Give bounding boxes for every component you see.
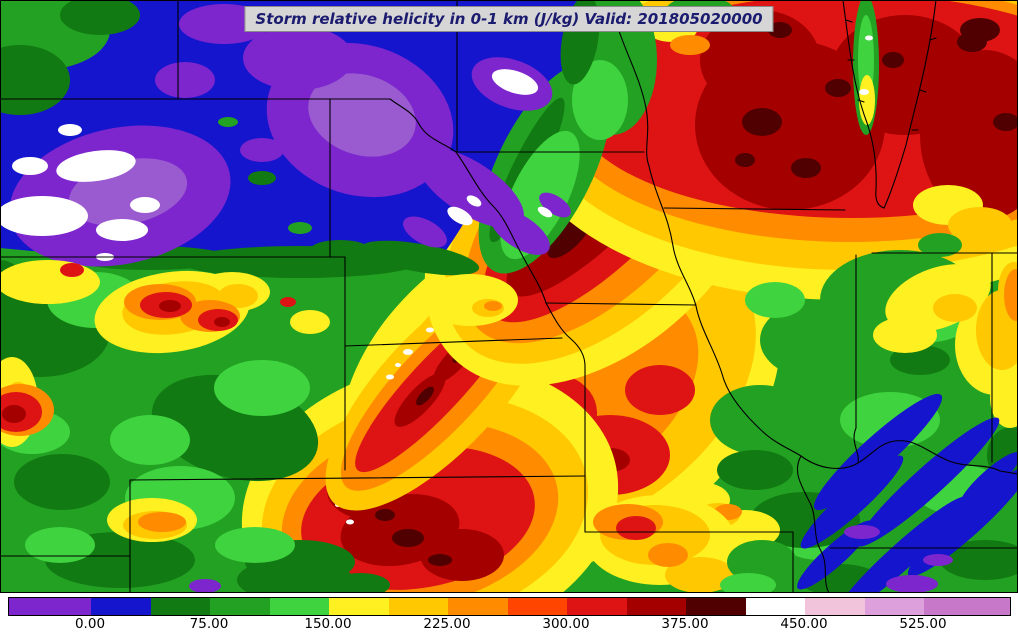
- colorbar-tick-label: 450.00: [780, 616, 828, 632]
- colorbar-segment: [924, 598, 1010, 615]
- colorbar-labels: 0.00 75.00 150.00 225.00 300.00 375.00 450.00 5…: [0, 616, 1018, 633]
- colorbar-segment: [91, 598, 151, 615]
- colorbar-track: [8, 597, 1011, 616]
- colorbar-segment: [686, 598, 746, 615]
- colorbar-segment: [388, 598, 448, 615]
- colorbar-segment: [269, 598, 329, 615]
- map-title: Storm relative helicity in 0-1 km (J/kg)…: [244, 6, 774, 32]
- colorbar-tick-label: 75.00: [189, 616, 229, 632]
- colorbar-segment: [864, 598, 924, 615]
- state-borders: [0, 0, 1018, 594]
- colorbar-segment: [150, 598, 210, 615]
- colorbar-tick-label: 150.00: [304, 616, 352, 632]
- colorbar-tick-label: 375.00: [661, 616, 709, 632]
- colorbar-segment: [507, 598, 567, 615]
- colorbar-segment: [626, 598, 686, 615]
- colorbar-segment: [567, 598, 627, 615]
- colorbar-segment: [9, 598, 91, 615]
- colorbar-segment: [329, 598, 389, 615]
- colorbar-tick-label: 300.00: [542, 616, 590, 632]
- colorbar-tick-label: 225.00: [423, 616, 471, 632]
- colorbar-segment: [210, 598, 270, 615]
- colorbar-tick-label: 525.00: [899, 616, 947, 632]
- colorbar-segment: [448, 598, 508, 615]
- colorbar-tick-label: 0.00: [74, 616, 106, 632]
- map-title-text: Storm relative helicity in 0-1 km (J/kg)…: [255, 10, 763, 28]
- colorbar-segment: [745, 598, 805, 615]
- colorbar-segment: [805, 598, 865, 615]
